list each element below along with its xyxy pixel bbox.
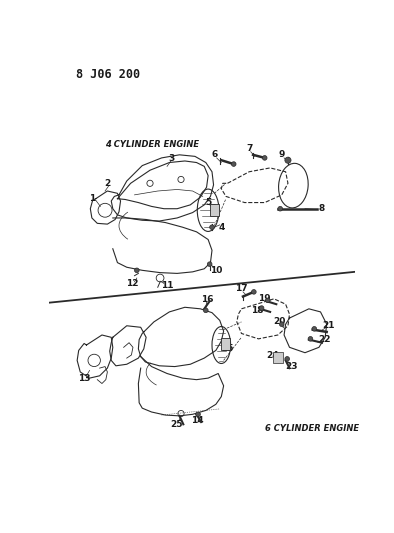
Text: 4: 4	[218, 223, 225, 232]
Text: 21: 21	[322, 321, 335, 330]
Text: 25: 25	[170, 420, 182, 429]
Text: 7: 7	[246, 144, 253, 153]
Text: 17: 17	[235, 284, 248, 293]
Circle shape	[285, 157, 291, 163]
Text: 6: 6	[211, 150, 217, 159]
Text: 8 J06 200: 8 J06 200	[76, 68, 141, 81]
Text: 13: 13	[78, 374, 90, 383]
Circle shape	[203, 308, 208, 313]
Text: 23: 23	[286, 362, 298, 371]
FancyBboxPatch shape	[221, 338, 230, 350]
Text: 1: 1	[89, 194, 95, 203]
Circle shape	[285, 357, 290, 361]
Circle shape	[196, 412, 201, 417]
Text: 22: 22	[318, 335, 331, 344]
Circle shape	[266, 298, 270, 303]
Text: 9: 9	[279, 150, 285, 159]
Text: 2: 2	[104, 179, 110, 188]
Text: 5: 5	[205, 198, 211, 207]
Text: 11: 11	[161, 281, 173, 290]
Text: 3: 3	[169, 154, 175, 163]
Text: 24: 24	[266, 351, 279, 360]
Circle shape	[134, 268, 139, 273]
Circle shape	[259, 306, 264, 310]
Circle shape	[312, 327, 317, 331]
FancyBboxPatch shape	[273, 352, 282, 363]
Text: 10: 10	[210, 266, 222, 275]
Text: 16: 16	[201, 295, 214, 304]
Text: 4 CYLINDER ENGINE: 4 CYLINDER ENGINE	[105, 140, 199, 149]
Text: 8: 8	[319, 204, 325, 213]
Circle shape	[231, 161, 236, 166]
Text: 14: 14	[191, 416, 204, 425]
Circle shape	[210, 225, 214, 230]
Text: 12: 12	[126, 279, 138, 288]
FancyBboxPatch shape	[210, 204, 219, 216]
Text: 15: 15	[221, 344, 234, 353]
Circle shape	[279, 322, 284, 327]
Circle shape	[278, 206, 282, 211]
Text: 18: 18	[251, 306, 263, 315]
Text: 19: 19	[258, 294, 271, 303]
Text: 6 CYLINDER ENGINE: 6 CYLINDER ENGINE	[265, 424, 359, 433]
Circle shape	[251, 289, 256, 294]
Circle shape	[262, 156, 267, 160]
Text: 20: 20	[273, 317, 286, 326]
Circle shape	[308, 336, 313, 341]
Circle shape	[207, 262, 212, 266]
